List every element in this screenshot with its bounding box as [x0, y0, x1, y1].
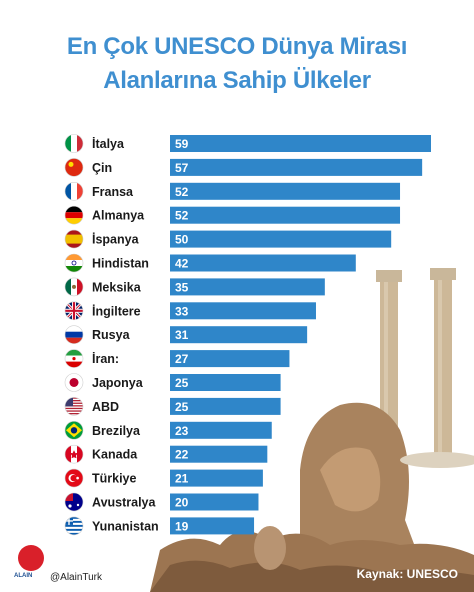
value-label: 22: [175, 448, 189, 462]
flag-ring: [64, 444, 84, 464]
chart-title: En Çok UNESCO Dünya Mirası Alanlarına Sa…: [0, 30, 474, 98]
value-label: 20: [175, 496, 189, 510]
turkey-flag-icon: [65, 469, 83, 488]
italy-flag-icon: [65, 134, 83, 153]
flag-ring: [64, 134, 84, 153]
bar: [170, 350, 290, 368]
canada-flag-icon: [65, 445, 83, 464]
value-label: 31: [175, 328, 189, 342]
value-label: 23: [175, 424, 189, 438]
country-label: Rusya: [92, 328, 131, 342]
value-label: 52: [175, 185, 189, 199]
country-label: İspanya: [92, 232, 140, 247]
country-label: ABD: [92, 400, 119, 414]
bar: [170, 469, 263, 487]
value-label: 33: [175, 304, 189, 318]
flag-ring: [64, 325, 84, 345]
bar: [170, 182, 401, 200]
bar: [170, 421, 272, 439]
country-label: Yunanistan: [92, 519, 159, 533]
column-right: [430, 268, 456, 460]
russia-flag-icon: [65, 325, 83, 344]
bar: [170, 326, 308, 344]
value-label: 27: [175, 352, 189, 366]
country-label: Almanya: [92, 209, 145, 223]
china-flag-icon: [65, 158, 83, 177]
flag-ring: [64, 349, 84, 368]
social-handle: @AlainTurk: [50, 572, 103, 583]
brand-label: ALAIN: [14, 573, 33, 579]
iran-flag-icon: [65, 349, 83, 368]
bar: [170, 206, 401, 224]
alain-logo-icon: [18, 545, 44, 571]
bar: [170, 493, 259, 511]
flag-ring: [64, 397, 84, 416]
flag-ring: [64, 158, 84, 177]
flag-ring: [64, 205, 84, 225]
flag-ring: [64, 301, 84, 321]
value-label: 35: [175, 280, 189, 294]
mexico-flag-icon: [65, 277, 83, 296]
value-label: 57: [175, 161, 189, 175]
country-label: İngiltere: [92, 303, 141, 318]
bar: [170, 374, 281, 391]
greece-flag-icon: [65, 516, 83, 535]
title-line-2: Alanlarına Sahip Ülkeler: [103, 67, 371, 94]
value-label: 50: [175, 233, 189, 247]
country-label: İran:: [92, 351, 119, 366]
france-flag-icon: [65, 182, 83, 201]
country-label: Japonya: [92, 376, 144, 390]
flag-ring: [64, 516, 84, 536]
germany-flag-icon: [65, 206, 83, 225]
country-label: Çin: [92, 161, 112, 175]
bar: [170, 278, 325, 296]
bar: [170, 230, 392, 248]
japan-flag-icon: [65, 373, 83, 392]
small-head: [254, 526, 286, 570]
bar: [170, 158, 423, 176]
spain-flag-icon: [65, 230, 83, 249]
value-label: 19: [175, 519, 189, 533]
flag-ring: [64, 182, 84, 201]
uk-flag-icon: [65, 301, 83, 320]
value-label: 59: [175, 137, 189, 151]
value-label: 25: [175, 376, 189, 390]
country-label: İtalya: [92, 136, 125, 151]
bar: [170, 397, 281, 415]
australia-flag-icon: [65, 493, 83, 511]
country-label: Hindistan: [92, 257, 149, 271]
source-label: Kaynak: UNESCO: [356, 567, 458, 581]
value-label: 42: [175, 257, 189, 271]
country-label: Brezilya: [92, 424, 141, 438]
usa-flag-icon: [65, 397, 83, 415]
country-label: Fransa: [92, 185, 134, 199]
india-flag-icon: [65, 254, 83, 272]
brazil-flag-icon: [65, 421, 83, 440]
flag-ring: [64, 229, 84, 249]
flag-ring: [64, 420, 84, 440]
value-label: 21: [175, 472, 189, 486]
country-label: Meksika: [92, 280, 142, 294]
bar: [170, 445, 268, 463]
flag-ring: [64, 468, 84, 488]
value-label: 25: [175, 400, 189, 414]
country-label: Avustralya: [92, 496, 157, 510]
flag-ring: [64, 373, 84, 392]
country-label: Kanada: [92, 448, 138, 462]
bar: [170, 135, 431, 152]
country-label: Türkiye: [92, 472, 137, 486]
bar: [170, 254, 356, 272]
flag-ring: [64, 277, 84, 297]
flag-ring: [64, 492, 84, 512]
bar: [170, 302, 316, 320]
bar: [170, 517, 255, 535]
title-line-1: En Çok UNESCO Dünya Mirası: [66, 33, 408, 60]
value-label: 52: [175, 209, 189, 223]
flag-ring: [64, 253, 84, 273]
